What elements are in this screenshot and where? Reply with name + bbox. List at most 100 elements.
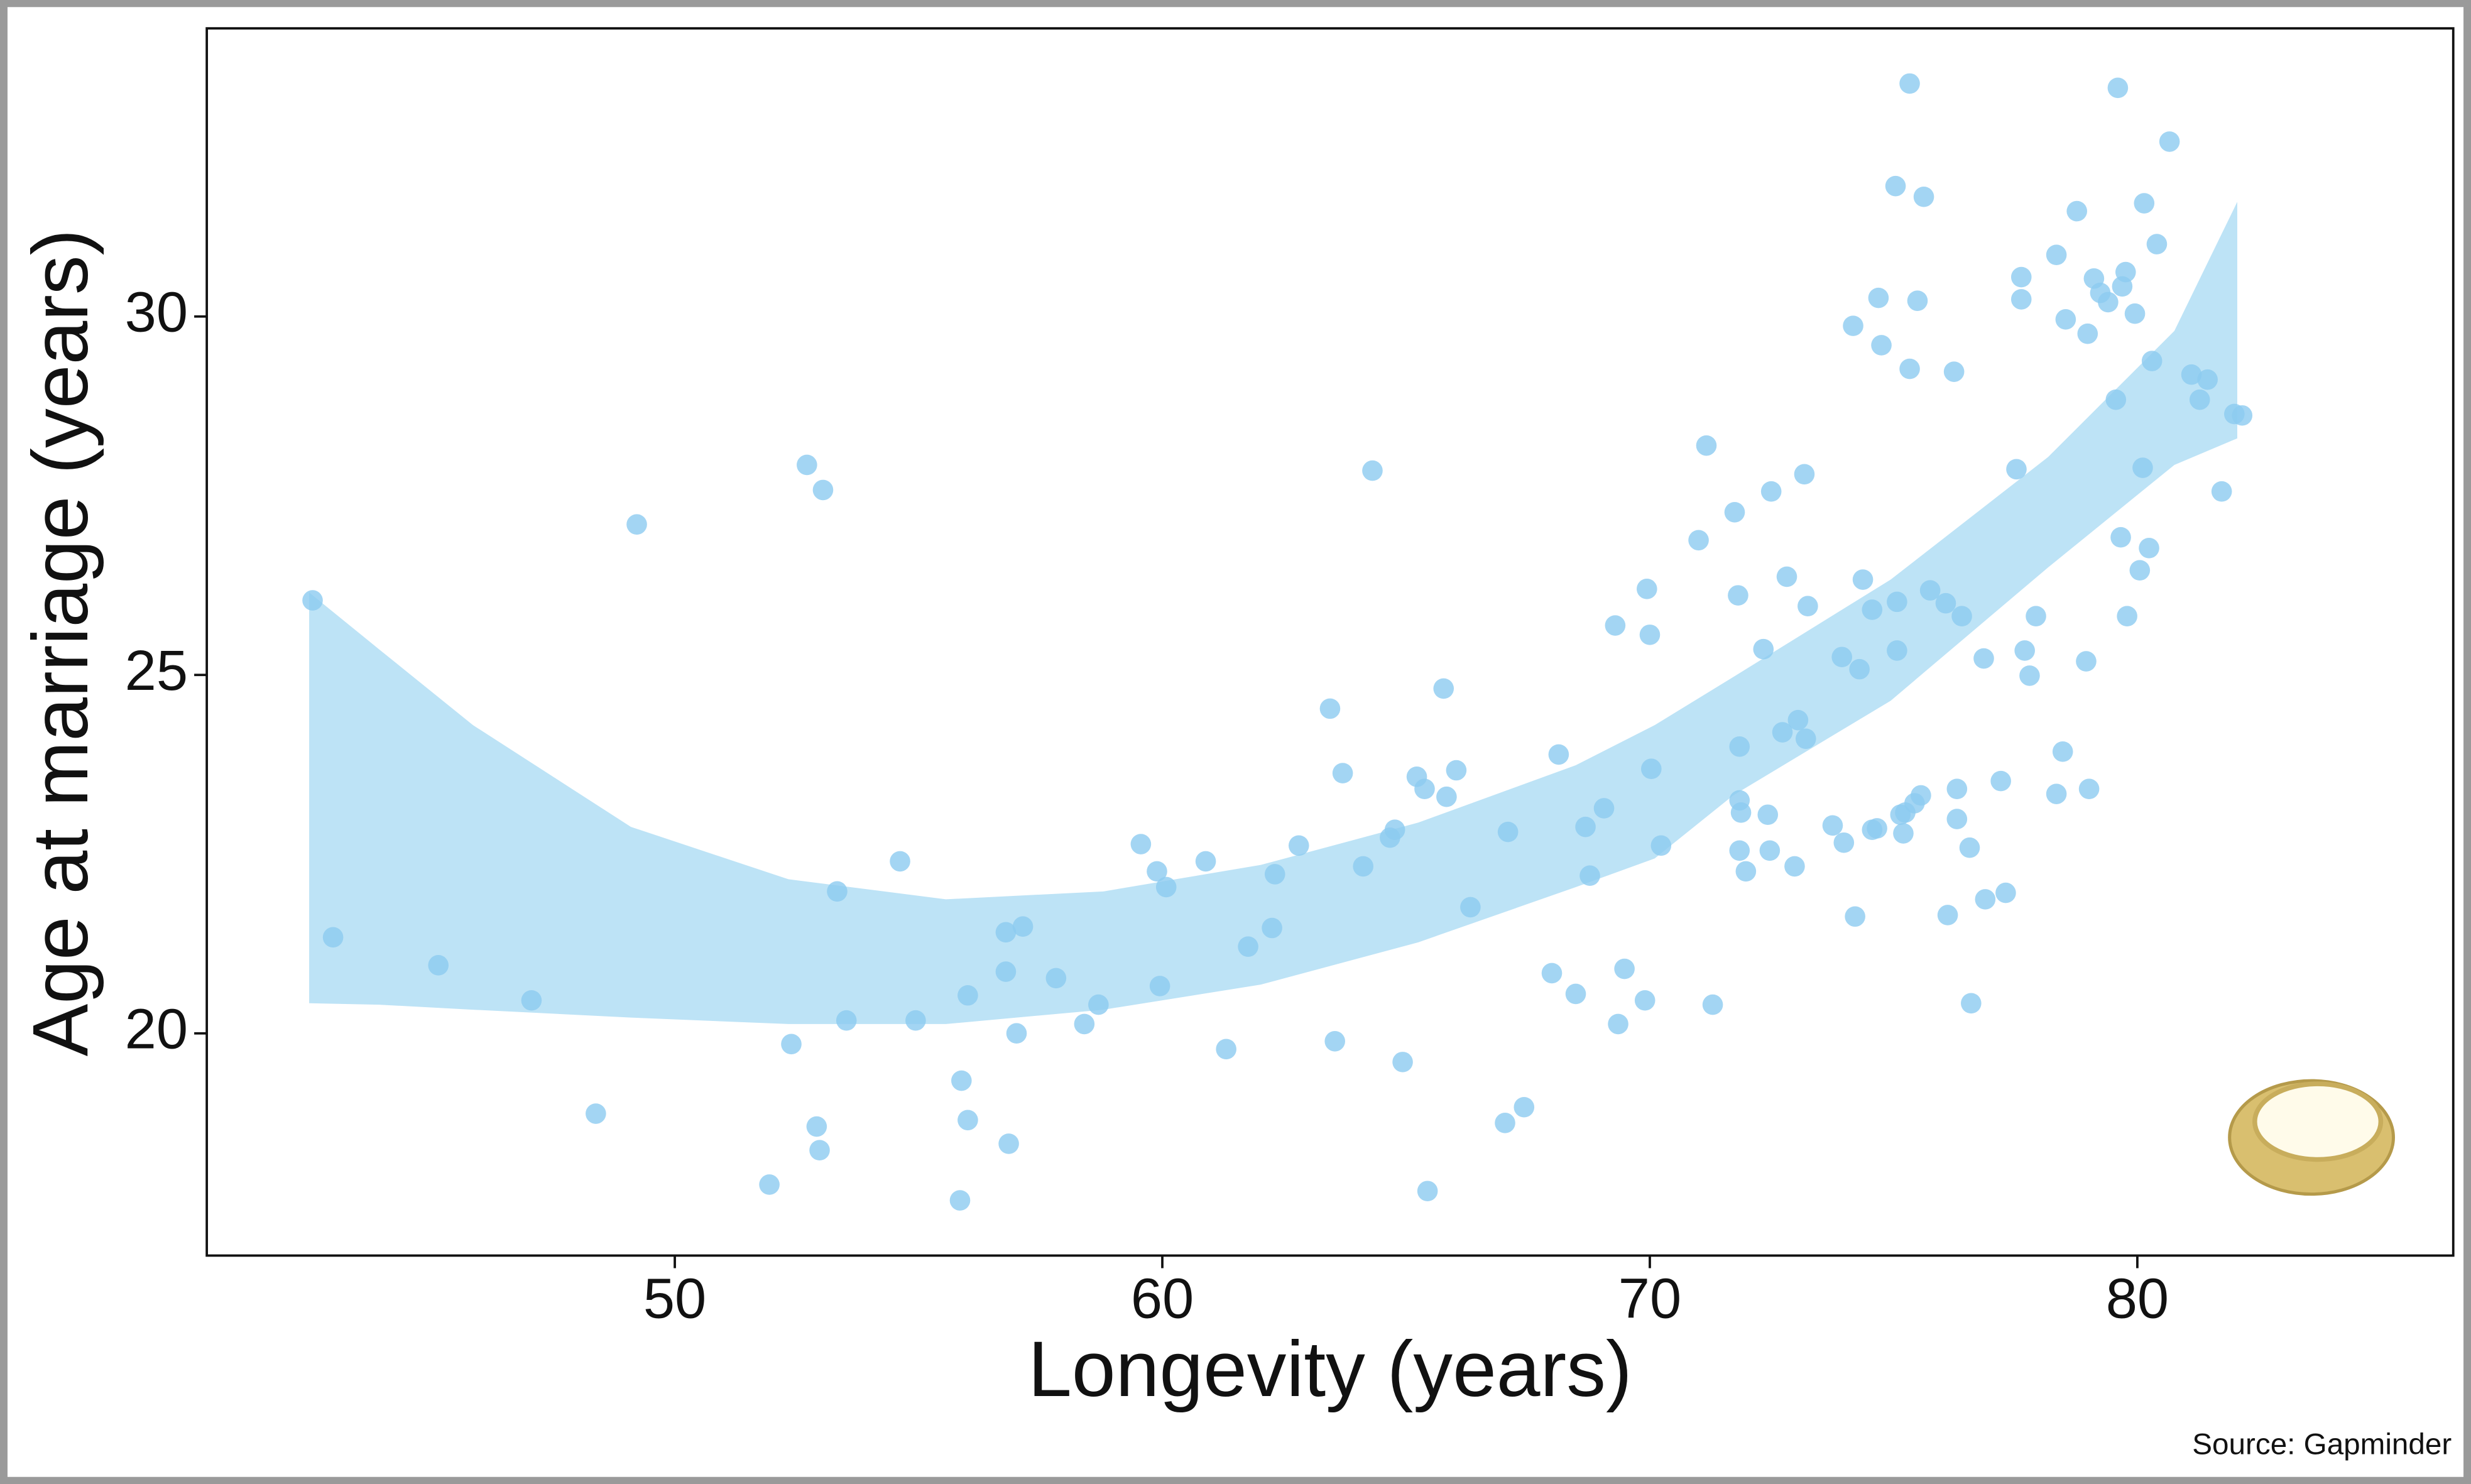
x-tick-label: 80	[2106, 1267, 2169, 1330]
data-point	[428, 955, 449, 976]
confidence-band	[309, 202, 2237, 1024]
data-point	[1088, 994, 1109, 1015]
y-axis-label: Age at marriage (years)	[16, 229, 104, 1057]
plot-border	[205, 27, 2455, 1257]
data-point	[2055, 309, 2076, 330]
data-point	[1288, 835, 1309, 856]
data-point	[759, 1174, 780, 1195]
data-point	[2129, 560, 2151, 581]
data-point	[1238, 936, 1258, 957]
data-point	[1959, 837, 1980, 858]
data-point	[1147, 861, 1167, 882]
data-point	[2139, 538, 2159, 559]
data-point	[2076, 651, 2097, 672]
x-tick-label: 50	[643, 1267, 706, 1330]
data-point	[1887, 640, 1907, 661]
data-point	[951, 1070, 972, 1091]
data-point	[2211, 481, 2232, 502]
data-point	[1995, 882, 2016, 903]
data-point	[1548, 744, 1569, 765]
data-point	[1893, 823, 1914, 844]
data-point	[1795, 728, 1816, 750]
data-point	[1446, 760, 1467, 781]
data-point	[1911, 785, 1931, 806]
data-point	[2141, 351, 2163, 371]
data-point	[1262, 917, 1282, 939]
data-point	[1831, 647, 1852, 668]
data-point	[2134, 193, 2155, 214]
data-point	[1353, 856, 1374, 877]
data-point	[995, 922, 1017, 943]
data-point	[2232, 405, 2253, 426]
data-point	[1012, 916, 1034, 937]
data-point	[905, 1010, 926, 1031]
data-point	[2046, 783, 2067, 804]
data-point	[1797, 596, 1818, 617]
data-point	[1634, 990, 1656, 1011]
data-point	[1849, 658, 1870, 680]
data-point	[1919, 580, 1941, 601]
data-point	[2066, 200, 2088, 222]
data-point	[1605, 615, 1626, 636]
data-point	[1575, 816, 1596, 837]
data-point	[1784, 856, 1805, 877]
plot-area	[302, 73, 2253, 1211]
data-point	[1833, 832, 1855, 853]
data-point	[1195, 851, 1216, 872]
data-point	[1943, 361, 1965, 382]
data-point	[827, 881, 848, 902]
data-point	[2115, 261, 2136, 283]
data-point	[836, 1010, 857, 1031]
y-tick-label: 30	[125, 281, 188, 344]
data-point	[1497, 821, 1519, 843]
data-point	[2110, 526, 2131, 548]
data-point	[1702, 994, 1723, 1015]
data-point	[1650, 835, 1672, 856]
data-point	[1130, 834, 1152, 854]
data-point	[1495, 1113, 1515, 1133]
data-point	[2132, 457, 2153, 478]
data-point	[2197, 369, 2218, 390]
data-point	[1913, 186, 1934, 207]
x-tick-label: 60	[1131, 1267, 1194, 1330]
data-point	[890, 851, 910, 872]
data-point	[1433, 678, 1454, 699]
data-point	[1324, 1030, 1346, 1052]
data-point	[626, 514, 647, 535]
data-point	[1696, 435, 1717, 456]
ring-inner	[2252, 1081, 2384, 1162]
data-point	[1772, 722, 1793, 743]
data-point	[2010, 266, 2032, 288]
data-point	[1417, 1181, 1438, 1202]
data-point	[1887, 591, 1907, 613]
data-point	[2159, 131, 2180, 152]
data-point	[2019, 665, 2040, 686]
data-point	[2014, 640, 2035, 661]
data-point	[2052, 741, 2073, 762]
data-point	[2189, 389, 2210, 410]
data-point	[1899, 358, 1920, 379]
data-point	[1149, 976, 1170, 996]
data-point	[1608, 1013, 1628, 1035]
data-point	[322, 927, 344, 948]
data-point	[797, 454, 817, 476]
data-point	[1822, 815, 1843, 836]
data-point	[1845, 906, 1865, 927]
data-point	[957, 1110, 978, 1131]
data-point	[1614, 958, 1635, 979]
data-point	[1641, 758, 1662, 780]
data-point	[1414, 778, 1435, 799]
data-point	[1729, 840, 1750, 861]
source-note: Source: Gapminder	[2192, 1427, 2452, 1461]
data-point	[1759, 840, 1781, 861]
data-point	[1460, 897, 1481, 918]
data-point	[2010, 289, 2032, 310]
data-point	[1264, 864, 1285, 885]
data-point	[1935, 592, 1956, 614]
data-point	[302, 590, 323, 611]
data-point	[1794, 464, 1815, 485]
data-point	[1899, 73, 1920, 94]
data-point	[2077, 323, 2098, 344]
